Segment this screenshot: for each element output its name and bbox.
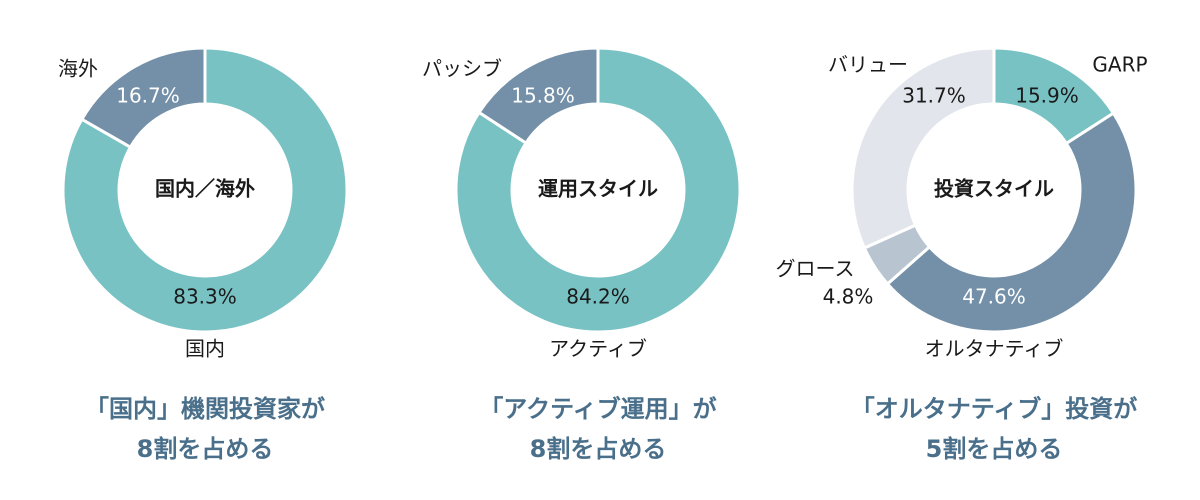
center-title: 国内／海外	[155, 177, 255, 201]
value-label: 47.6%	[962, 285, 1026, 309]
center-title: 運用スタイル	[538, 177, 658, 201]
caption: 5割を占める	[926, 435, 1063, 463]
category-label: 海外	[58, 57, 98, 81]
category-label: アクティブ	[549, 337, 647, 361]
category-label: 国内	[185, 337, 225, 361]
donut-segment	[885, 111, 1138, 334]
donut-segment	[61, 46, 349, 334]
value-label: 31.7%	[902, 84, 966, 108]
caption: 「アクティブ運用」が	[479, 395, 716, 423]
donut-segment	[454, 46, 742, 334]
donut-segment	[476, 46, 600, 146]
category-label: グロース	[776, 257, 855, 281]
caption: 「国内」機関投資家が	[85, 395, 325, 423]
donut-segment	[850, 46, 996, 251]
category-label: GARP	[1092, 53, 1147, 77]
value-label: 16.7%	[116, 84, 180, 108]
caption: 「オルタナティブ」投資が	[851, 395, 1138, 423]
value-label: 15.8%	[511, 84, 575, 108]
value-label: 84.2%	[566, 285, 630, 309]
value-label: 15.9%	[1015, 84, 1079, 108]
category-label: オルタナティブ	[925, 337, 1064, 361]
caption: 8割を占める	[530, 435, 667, 463]
caption: 8割を占める	[137, 435, 274, 463]
category-label: パッシブ	[422, 57, 502, 81]
center-title: 投資スタイル	[934, 177, 1054, 201]
value-label: 4.8%	[823, 285, 874, 309]
category-label: バリュー	[828, 53, 908, 77]
donut-segment	[79, 46, 207, 150]
value-label: 83.3%	[173, 285, 237, 309]
